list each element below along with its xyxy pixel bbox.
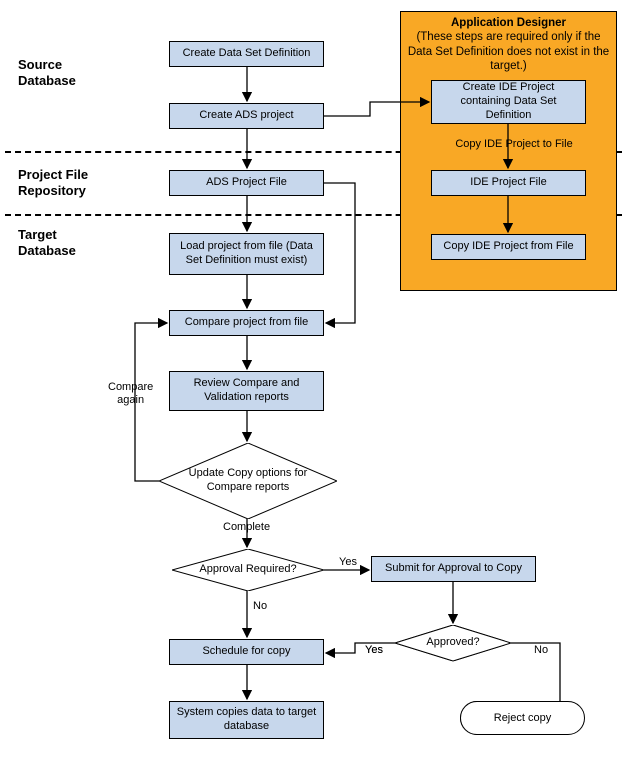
copy-ide-text: Copy IDE Project to File [445, 138, 583, 150]
text: Compareagain [108, 381, 153, 406]
box-create-ide: Create IDE Project containing Data Set D… [431, 80, 586, 124]
terminator-reject-2: Reject copy [460, 701, 585, 735]
box-text: Review Compare and Validation reports [175, 377, 318, 405]
box-compare-project: Compare project from file [169, 310, 324, 336]
box-text: Create ADS project [199, 109, 293, 123]
flowchart-canvas: SourceDatabase Project FileRepository Ta… [0, 0, 627, 759]
text: Complete [223, 521, 270, 533]
box-text: IDE Project File [470, 176, 546, 190]
box-system-copies: System copies data to target database [169, 701, 324, 739]
text: Approval Required? [199, 563, 296, 577]
box-text: ADS Project File [206, 176, 287, 190]
label-text: SourceDatabase [18, 57, 76, 88]
box-text: Create Data Set Definition [183, 47, 311, 61]
text: No [253, 600, 267, 612]
edge-no-1: No [253, 600, 267, 612]
box-schedule-copy: Schedule for copy [169, 639, 324, 665]
text: Update Copy options for Compare reports [178, 467, 318, 495]
panel-title-sub: (These steps are required only if the Da… [408, 31, 609, 72]
decision-approved-text-2: Approved? [405, 630, 501, 656]
box-submit-approval: Submit for Approval to Copy [371, 556, 536, 582]
edge-compare-again: Compareagain [108, 381, 153, 407]
box-create-dsd: Create Data Set Definition [169, 41, 324, 67]
box-copy-ide-from: Copy IDE Project from File [431, 234, 586, 260]
box-text: System copies data to target database [175, 706, 318, 734]
box-review-reports: Review Compare and Validation reports [169, 371, 324, 411]
text: Yes [365, 644, 383, 656]
box-text: Copy IDE Project from File [443, 240, 573, 254]
text: Yes [339, 556, 357, 568]
edge-no-2b: No [534, 644, 548, 656]
text: Approved? [426, 636, 479, 650]
label-text: TargetDatabase [18, 227, 76, 258]
box-create-ads: Create ADS project [169, 103, 324, 129]
panel-title-bold: Application Designer [451, 17, 566, 29]
box-text: Create IDE Project containing Data Set D… [437, 81, 580, 122]
text: Reject copy [494, 712, 551, 724]
label-source-database: SourceDatabase [18, 57, 76, 88]
box-text: Load project from file (Data Set Definit… [175, 240, 318, 268]
box-text: Submit for Approval to Copy [385, 562, 522, 576]
decision-approval-required-text: Approval Required? [185, 554, 311, 586]
edge-yes-1: Yes [339, 556, 357, 568]
label-target-database: TargetDatabase [18, 227, 76, 258]
text: Copy IDE Project to File [455, 138, 572, 150]
label-project-file-repository: Project FileRepository [18, 167, 88, 198]
text: No [534, 644, 548, 656]
edge-yes-2b: Yes [365, 644, 383, 656]
edge-complete: Complete [223, 521, 270, 533]
box-text: Schedule for copy [202, 645, 290, 659]
box-load-project: Load project from file (Data Set Definit… [169, 233, 324, 275]
decision-update-copy-text: Update Copy options for Compare reports [178, 452, 318, 510]
box-ide-file: IDE Project File [431, 170, 586, 196]
panel-title: Application Designer (These steps are re… [401, 16, 616, 74]
box-text: Compare project from file [185, 316, 309, 330]
label-text: Project FileRepository [18, 167, 88, 198]
box-ads-file: ADS Project File [169, 170, 324, 196]
